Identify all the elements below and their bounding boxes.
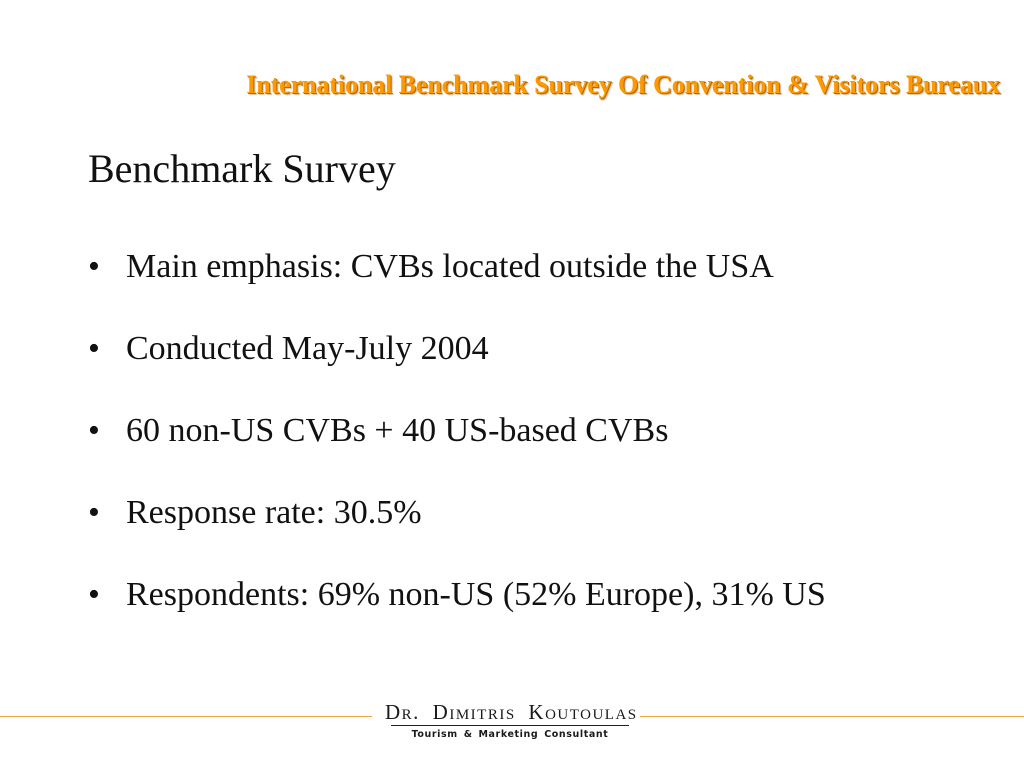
footer-divider-left: [0, 716, 372, 717]
bullet-dot-icon: •: [88, 576, 100, 613]
header-title: International Benchmark Survey Of Conven…: [246, 70, 1000, 99]
logo-underline: [391, 725, 629, 726]
footer-divider-right: [640, 716, 1024, 717]
bullet-dot-icon: •: [88, 248, 100, 285]
logo-tagline: Tourism & Marketing Consultant: [411, 729, 609, 740]
footer-logo: Dr. Dimitris Koutoulas Tourism & Marketi…: [385, 700, 638, 740]
bullet-dot-icon: •: [88, 412, 100, 449]
bullet-text-2: Conducted May-July 2004: [126, 330, 489, 367]
bullet-dot-icon: •: [88, 494, 100, 531]
logo-name: Dr. Dimitris Koutoulas: [385, 700, 638, 724]
slide-title: Benchmark Survey: [88, 146, 396, 191]
bullet-text-1: Main emphasis: CVBs located outside the …: [126, 248, 774, 285]
bullet-text-4: Response rate: 30.5%: [126, 494, 422, 531]
bullet-text-5: Respondents: 69% non-US (52% Europe), 31…: [126, 576, 826, 613]
bullet-text-3: 60 non-US CVBs + 40 US-based CVBs: [126, 412, 669, 449]
bullet-dot-icon: •: [88, 330, 100, 367]
